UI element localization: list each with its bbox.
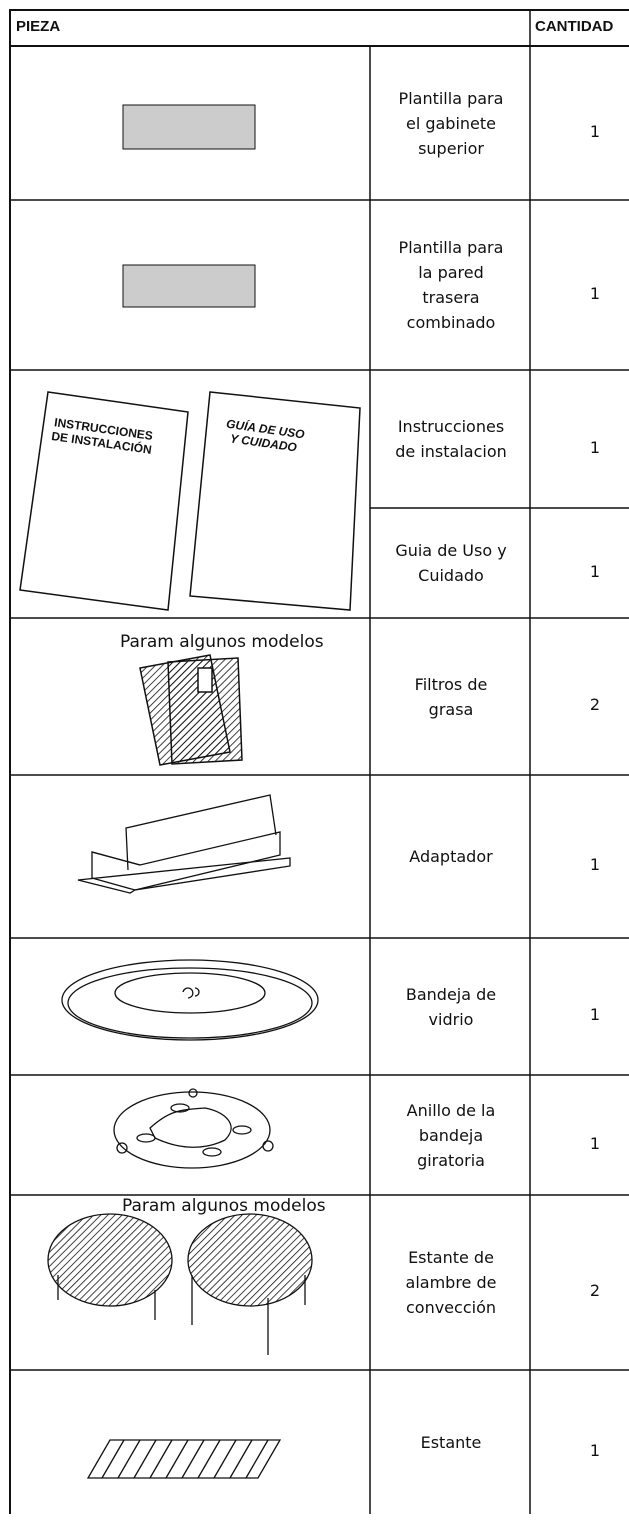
- description-line: Cuidado: [418, 566, 484, 585]
- note: Param algunos modelos: [120, 632, 324, 652]
- description-line: convección: [405, 1298, 496, 1317]
- quantity: 1: [589, 121, 601, 141]
- table-borders: [9, 9, 629, 1514]
- quantity: 1: [589, 437, 601, 457]
- description-line: grasa: [428, 699, 474, 719]
- quantity: 2: [589, 695, 601, 714]
- description: Adaptador: [372, 775, 530, 938]
- quantity: 1: [589, 855, 601, 874]
- description-line: Estante: [420, 1432, 482, 1452]
- description: Estante: [372, 1370, 530, 1514]
- template-icon: [122, 104, 256, 150]
- description-line: Filtros de: [414, 674, 488, 694]
- header-piece: PIEZA: [16, 18, 61, 35]
- description-line: alambre de: [405, 1273, 497, 1292]
- description-line: Guia de Uso y: [395, 541, 507, 560]
- note: Param algunos modelos: [122, 1196, 326, 1216]
- description-line: Bandeja de: [405, 984, 497, 1004]
- description-line: la pared: [418, 263, 484, 282]
- description: Guia de Uso y Cuidado: [372, 508, 530, 618]
- description-line: el gabinete: [405, 113, 497, 133]
- description-line: Estante de: [408, 1248, 494, 1267]
- description: Bandeja de vidrio: [372, 938, 530, 1075]
- quantity: 1: [589, 561, 601, 581]
- description-line: Instrucciones: [397, 417, 505, 436]
- description-line: Adaptador: [409, 847, 493, 866]
- description-line: trasera: [422, 288, 480, 307]
- manual-icon: [189, 391, 361, 611]
- description-line: de instalacion: [395, 442, 507, 461]
- convection-rack-icon: [47, 1213, 313, 1355]
- quantity: 1: [589, 1005, 601, 1024]
- description: Instrucciones de instalacion: [372, 370, 530, 508]
- adapter-icon: [77, 794, 291, 894]
- description: Filtros de grasa: [372, 618, 530, 775]
- description-line: Plantilla para: [398, 88, 504, 108]
- description-line: superior: [418, 138, 484, 158]
- description-line: Anillo de la: [406, 1100, 496, 1120]
- description-line: giratoria: [417, 1150, 485, 1170]
- template-icon: [122, 264, 256, 308]
- description-line: Plantilla para: [398, 238, 504, 257]
- description-line: bandeja: [418, 1125, 484, 1145]
- description: Plantilla para la pared trasera combinado: [372, 200, 530, 370]
- description-line: combinado: [406, 313, 496, 332]
- manual-icon: [19, 391, 189, 611]
- description: Anillo de la bandeja giratoria: [372, 1075, 530, 1195]
- description: Plantilla para el gabinete superior: [372, 46, 530, 200]
- tray-icon: [61, 959, 319, 1041]
- header-quantity: CANTIDAD: [535, 18, 614, 35]
- quantity: 1: [589, 1133, 601, 1153]
- ring-icon: [113, 1088, 274, 1169]
- filter-icon: [139, 654, 243, 766]
- quantity: 2: [589, 1281, 601, 1300]
- quantity: 1: [589, 283, 601, 303]
- description-line: vidrio: [428, 1009, 474, 1029]
- description: Estante de alambre de convección: [372, 1195, 530, 1370]
- quantity: 1: [589, 1440, 601, 1460]
- rack-icon: [86, 1439, 282, 1479]
